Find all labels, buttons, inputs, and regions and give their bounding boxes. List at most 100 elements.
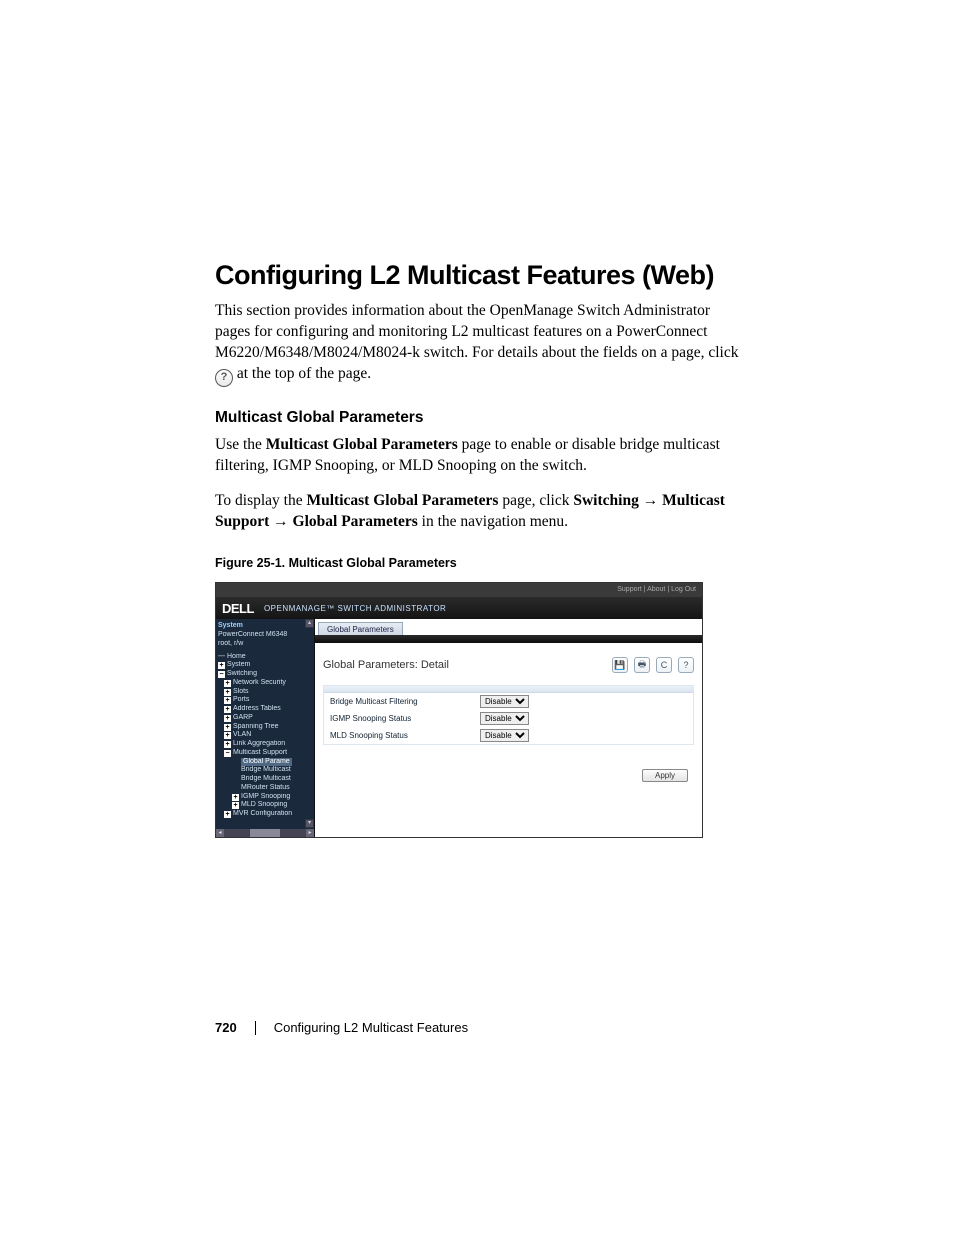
nav-item-label: Bridge Multicast [241, 775, 291, 784]
nav-item[interactable]: +Ports [218, 696, 312, 705]
panel-help-icon[interactable]: ? [678, 657, 694, 673]
dell-logo: DELL [222, 601, 254, 616]
nav-item-label: Ports [233, 696, 249, 705]
p2a: Use the [215, 436, 266, 453]
sidebar-system-label: System [218, 622, 312, 631]
p3a: To display the [215, 492, 306, 509]
nav-item-label: Spanning Tree [233, 723, 279, 732]
nav-item[interactable]: +Address Tables [218, 705, 312, 714]
nav-item[interactable]: −Switching [218, 670, 312, 679]
sidebar-hscroll[interactable]: ◂ ▸ [216, 829, 314, 837]
nav-item[interactable]: +IGMP Snooping [218, 793, 312, 802]
expand-icon[interactable]: + [224, 697, 231, 704]
expand-icon[interactable]: + [218, 662, 225, 669]
nav-item-label: Multicast Support [233, 749, 287, 758]
expand-icon[interactable]: + [224, 732, 231, 739]
nav-item-label: VLAN [233, 731, 251, 740]
param-select[interactable]: Disable [480, 729, 529, 742]
figure-caption: Figure 25-1. Multicast Global Parameters [215, 556, 739, 570]
scroll-down-icon[interactable]: ▾ [305, 819, 314, 828]
p2-bold: Multicast Global Parameters [266, 436, 458, 453]
p3b: page, click [498, 492, 573, 509]
param-select[interactable]: Disable [480, 712, 529, 725]
footer-chapter: Configuring L2 Multicast Features [274, 1020, 468, 1035]
page-number: 720 [215, 1020, 237, 1035]
nav-item-label: Network Security [233, 679, 286, 688]
nav-item[interactable]: MRouter Status [218, 784, 312, 793]
expand-icon[interactable]: + [224, 689, 231, 696]
nav-sidebar[interactable]: ▴ System PowerConnect M6348 root, r/w —H… [216, 619, 315, 837]
nav-item[interactable]: +Link Aggregation [218, 740, 312, 749]
p3-bold-1: Multicast Global Parameters [306, 492, 498, 509]
hscroll-thumb[interactable] [250, 829, 280, 837]
param-row: MLD Snooping StatusDisable [324, 727, 693, 744]
nav-item[interactable]: −Multicast Support [218, 749, 312, 758]
expand-icon[interactable]: + [224, 706, 231, 713]
hscroll-right-icon[interactable]: ▸ [306, 829, 314, 837]
param-select[interactable]: Disable [480, 695, 529, 708]
nav-item[interactable]: +MLD Snooping [218, 801, 312, 810]
expand-icon[interactable]: + [232, 802, 239, 809]
nav-item-label: MVR Configuration [233, 810, 292, 819]
p3-arrow-2: → [269, 513, 292, 530]
param-row: IGMP Snooping StatusDisable [324, 710, 693, 727]
intro-text-a: This section provides information about … [215, 302, 739, 361]
p3c: in the navigation menu. [418, 513, 568, 530]
save-icon[interactable]: 💾 [612, 657, 628, 673]
nav-item[interactable]: +VLAN [218, 731, 312, 740]
para-2: Use the Multicast Global Parameters page… [215, 435, 739, 477]
content-pane: Global Parameters Global Parameters: Det… [315, 619, 702, 837]
brand-bar: DELL OPENMANAGE™ SWITCH ADMINISTRATOR [216, 597, 702, 619]
nav-item[interactable]: Bridge Multicast [218, 766, 312, 775]
nav-item[interactable]: +Spanning Tree [218, 723, 312, 732]
nav-item-label: Bridge Multicast [241, 766, 291, 775]
sidebar-device-line: PowerConnect M6348 [218, 631, 312, 640]
top-links[interactable]: Support | About | Log Out [617, 586, 696, 593]
param-label: IGMP Snooping Status [330, 714, 480, 723]
intro-paragraph: This section provides information about … [215, 301, 739, 387]
product-title: OPENMANAGE™ SWITCH ADMINISTRATOR [264, 604, 446, 613]
nav-item[interactable]: Global Parame [218, 758, 312, 767]
page-heading: Configuring L2 Multicast Features (Web) [215, 260, 739, 291]
nav-item-label: System [227, 661, 250, 670]
nav-item-label: Home [227, 653, 246, 662]
print-icon[interactable]: 🖶 [634, 657, 650, 673]
scroll-up-icon[interactable]: ▴ [305, 619, 314, 628]
nav-item[interactable]: Bridge Multicast [218, 775, 312, 784]
collapse-icon[interactable]: − [224, 750, 231, 757]
expand-icon[interactable]: + [224, 811, 231, 818]
nav-item-label: Link Aggregation [233, 740, 285, 749]
tab-global-parameters[interactable]: Global Parameters [318, 622, 403, 635]
nav-item[interactable]: +Slots [218, 688, 312, 697]
nav-item-label: Switching [227, 670, 257, 679]
expand-icon[interactable]: + [224, 680, 231, 687]
p3-arrow-1: → [639, 492, 662, 509]
expand-icon[interactable]: + [224, 741, 231, 748]
nav-item-label: Slots [233, 688, 249, 697]
expand-icon[interactable]: + [232, 794, 239, 801]
params-panel: Bridge Multicast FilteringDisableIGMP Sn… [323, 685, 694, 745]
nav-item[interactable]: +System [218, 661, 312, 670]
page-footer: 720 Configuring L2 Multicast Features [215, 1020, 468, 1035]
expand-icon[interactable]: + [224, 715, 231, 722]
nav-item[interactable]: —Home [218, 653, 312, 662]
help-icon: ? [215, 369, 233, 387]
collapse-icon[interactable]: − [218, 671, 225, 678]
nav-item[interactable]: +GARP [218, 714, 312, 723]
panel-title: Global Parameters: Detail [323, 659, 449, 671]
nav-item[interactable]: +MVR Configuration [218, 810, 312, 819]
param-label: MLD Snooping Status [330, 731, 480, 740]
apply-button[interactable]: Apply [642, 769, 688, 782]
bullet-icon: — [218, 653, 225, 662]
hscroll-left-icon[interactable]: ◂ [216, 829, 224, 837]
p3-bold-4: Global Parameters [293, 513, 418, 530]
intro-text-b: at the top of the page. [237, 365, 371, 382]
expand-icon[interactable]: + [224, 724, 231, 731]
param-row: Bridge Multicast FilteringDisable [324, 693, 693, 710]
nav-item-label: MRouter Status [241, 784, 290, 793]
nav-item-label: IGMP Snooping [241, 793, 290, 802]
refresh-icon[interactable]: C [656, 657, 672, 673]
tab-strip [315, 635, 702, 643]
param-label: Bridge Multicast Filtering [330, 697, 480, 706]
nav-item[interactable]: +Network Security [218, 679, 312, 688]
